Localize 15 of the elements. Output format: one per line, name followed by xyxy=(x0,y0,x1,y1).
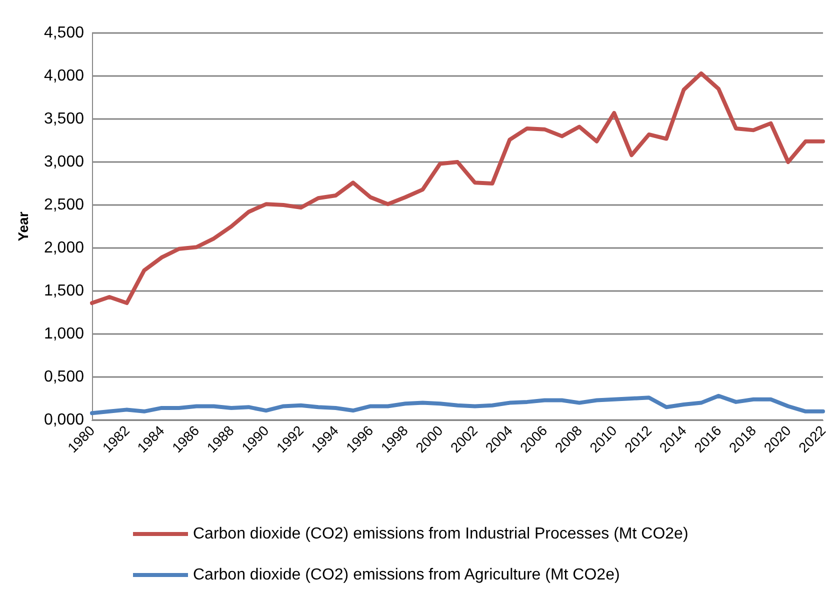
line-series xyxy=(90,394,825,416)
legend-label: Carbon dioxide (CO2) emissions from Agriculture (Mt CO2e) xyxy=(193,566,620,584)
y-tick-label: 0,000 xyxy=(44,412,84,428)
y-tick-label: 1,500 xyxy=(44,282,84,300)
y-tick-label: 4,000 xyxy=(44,68,84,84)
y-axis-title: Year xyxy=(15,211,31,242)
y-tick-label: 1,000 xyxy=(44,326,84,342)
y-tick-label: 3,500 xyxy=(44,110,84,128)
y-tick-label: 0,500 xyxy=(44,368,84,386)
line-series xyxy=(90,71,825,306)
y-tick-label: 4,500 xyxy=(44,24,84,42)
legend-label: Carbon dioxide (CO2) emissions from Industrial Processes (Mt CO2e) xyxy=(193,526,688,542)
y-tick-label: 2,000 xyxy=(44,240,84,256)
y-tick-label: 2,500 xyxy=(44,196,84,214)
y-tick-label: 3,000 xyxy=(44,154,84,170)
